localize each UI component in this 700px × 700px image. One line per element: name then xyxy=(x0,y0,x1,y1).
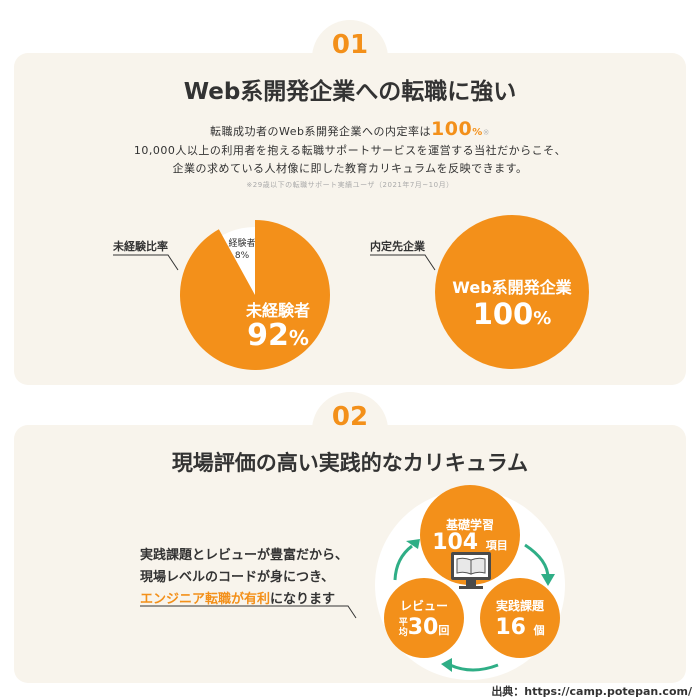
node-review-value: 平均30回 xyxy=(398,615,450,640)
circle-label-leader xyxy=(370,254,436,271)
pie-slice-unexperienced xyxy=(179,220,330,371)
section1-note: ※29歳以下の転職サポート実績ユーザ（2021年7月~10月） xyxy=(246,181,454,189)
desc-underline xyxy=(140,605,357,619)
node-practice-value: 16 個 xyxy=(495,615,545,640)
node-review-label: レビュー xyxy=(399,599,448,613)
node-basic xyxy=(420,485,520,585)
section2-title: 現場評価の高い実践的なカリキュラム xyxy=(171,451,529,475)
pie-label-leader xyxy=(113,254,179,271)
section1-title: Web系開発企業への転職に強い xyxy=(183,79,517,105)
cycle-arrow-left xyxy=(393,544,413,581)
cycle-arrow-bottom xyxy=(449,663,499,672)
node-basic-label: 基礎学習 xyxy=(445,518,494,532)
cycle-arrow-right-head xyxy=(541,574,555,586)
pie-label: 未経験比率 xyxy=(113,240,168,253)
book-monitor-icon xyxy=(451,552,491,589)
pie-main-value: 92% xyxy=(247,318,309,353)
section2-panel xyxy=(14,425,686,683)
node-review xyxy=(384,578,464,658)
success-rate-value: 100 xyxy=(431,118,473,140)
pie-main-label: 未経験者 xyxy=(245,301,310,320)
section2-number: 02 xyxy=(312,392,388,468)
cycle-arrow-bottom-head xyxy=(441,658,452,672)
node-basic-value: 104 項目 xyxy=(432,530,508,555)
pie-slice-experienced-label: 経験者 8% xyxy=(228,239,256,261)
section1-number: 01 xyxy=(312,20,388,96)
company-circle-label: Web系開発企業 xyxy=(452,278,572,297)
source-credit: 出典：https://camp.potepan.com/ xyxy=(491,685,692,698)
node-practice xyxy=(480,578,560,658)
company-circle-value: 100% xyxy=(472,297,552,331)
section1-line2: 10,000人以上の利用者を抱える転職サポートサービスを運営する当社だからこそ、 xyxy=(133,144,567,157)
section1-line1: 転職成功者のWeb系開発企業への内定率は100%※ xyxy=(210,118,490,140)
company-circle xyxy=(435,215,589,369)
section2-desc-line1: 実践課題とレビューが豊富だから、 xyxy=(140,548,349,563)
section2-desc-line2: 現場レベルのコードが身につき、 xyxy=(140,570,335,585)
section1-line3: 企業の求めている人材像に即した教育カリキュラムを反映できます。 xyxy=(172,162,528,175)
node-practice-label: 実践課題 xyxy=(495,599,544,613)
cycle-arrow-left-head xyxy=(406,539,420,549)
section2-desc-line3: エンジニア転職が有利になります xyxy=(140,592,336,607)
circle-label: 内定先企業 xyxy=(370,240,425,253)
